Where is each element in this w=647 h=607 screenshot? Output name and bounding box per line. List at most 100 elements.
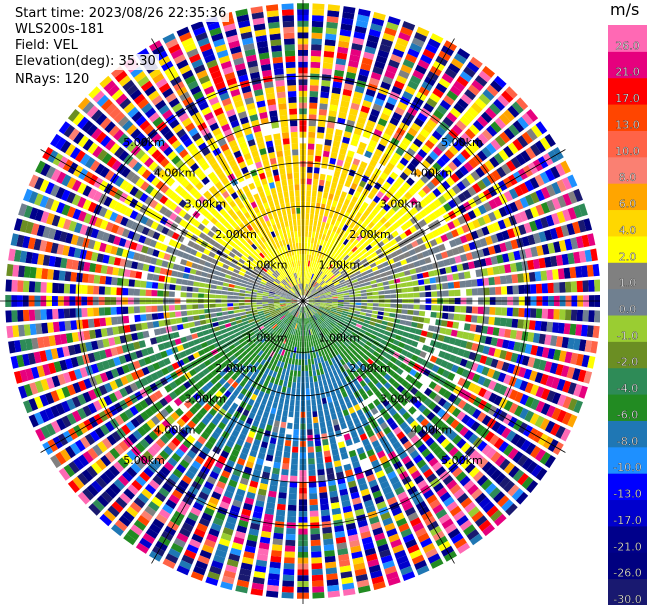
velocity-gate bbox=[350, 139, 359, 147]
velocity-gate bbox=[337, 153, 346, 161]
velocity-gate bbox=[308, 254, 312, 261]
velocity-gate bbox=[311, 44, 322, 51]
velocity-gate bbox=[320, 427, 327, 434]
velocity-gate bbox=[428, 212, 437, 221]
velocity-gate bbox=[452, 218, 461, 228]
velocity-gate bbox=[320, 91, 330, 99]
velocity-gate bbox=[277, 497, 287, 505]
velocity-gate bbox=[360, 222, 367, 230]
velocity-gate bbox=[319, 272, 325, 278]
velocity-gate bbox=[410, 206, 419, 215]
velocity-gate bbox=[559, 309, 566, 320]
velocity-gate bbox=[269, 437, 277, 445]
velocity-gate bbox=[524, 208, 534, 220]
velocity-gate bbox=[324, 45, 335, 52]
velocity-gate bbox=[304, 335, 306, 342]
velocity-gate bbox=[592, 263, 600, 277]
velocity-gate bbox=[492, 266, 500, 275]
velocity-gate bbox=[444, 67, 457, 79]
velocity-gate bbox=[328, 163, 335, 171]
velocity-gate bbox=[325, 292, 332, 296]
velocity-gate bbox=[368, 114, 378, 123]
velocity-gate bbox=[354, 290, 361, 294]
velocity-gate bbox=[398, 253, 406, 261]
velocity-gate bbox=[12, 264, 20, 277]
velocity-gate bbox=[354, 310, 361, 315]
velocity-gate bbox=[323, 144, 331, 152]
velocity-gate bbox=[329, 157, 337, 165]
velocity-gate bbox=[311, 399, 317, 406]
velocity-gate bbox=[58, 270, 66, 281]
velocity-gate bbox=[209, 308, 217, 313]
velocity-gate bbox=[312, 352, 317, 359]
velocity-gate bbox=[296, 382, 301, 389]
velocity-gate bbox=[210, 313, 217, 318]
velocity-gate bbox=[368, 139, 378, 148]
velocity-gate bbox=[317, 474, 326, 482]
velocity-gate bbox=[401, 137, 412, 147]
velocity-gate bbox=[507, 105, 520, 118]
velocity-gate bbox=[383, 212, 392, 221]
velocity-gate bbox=[309, 493, 318, 500]
velocity-gate bbox=[288, 493, 297, 500]
velocity-gate bbox=[361, 258, 368, 264]
velocity-gate bbox=[466, 221, 476, 231]
velocity-gate bbox=[392, 48, 405, 58]
velocity-gate bbox=[544, 133, 556, 147]
velocity-gate bbox=[312, 225, 317, 232]
velocity-gate bbox=[210, 284, 217, 289]
velocity-gate bbox=[460, 253, 468, 262]
velocity-gate bbox=[555, 163, 566, 177]
velocity-gate bbox=[286, 387, 291, 394]
velocity-gate bbox=[325, 222, 330, 230]
velocity-gate bbox=[497, 219, 507, 230]
velocity-gate bbox=[452, 196, 462, 206]
velocity-gate bbox=[325, 291, 331, 295]
velocity-gate bbox=[28, 309, 36, 321]
velocity-gate bbox=[399, 232, 408, 240]
velocity-gate bbox=[416, 178, 426, 188]
velocity-gate bbox=[436, 305, 443, 312]
velocity-gate bbox=[364, 169, 372, 178]
velocity-gate bbox=[325, 461, 333, 469]
velocity-gate bbox=[415, 266, 422, 274]
velocity-gate bbox=[472, 219, 481, 229]
velocity-gate bbox=[514, 185, 524, 197]
velocity-gate bbox=[292, 382, 297, 389]
velocity-gate bbox=[293, 429, 299, 436]
velocity-gate bbox=[363, 233, 371, 241]
velocity-gate bbox=[546, 269, 554, 281]
velocity-gate bbox=[528, 271, 536, 282]
velocity-gate bbox=[303, 271, 306, 278]
velocity-gate bbox=[345, 248, 351, 255]
velocity-gate bbox=[377, 118, 388, 127]
velocity-gate bbox=[477, 216, 486, 227]
velocity-gate bbox=[440, 137, 451, 148]
velocity-gate bbox=[320, 281, 326, 286]
velocity-gate bbox=[323, 275, 329, 281]
velocity-gate bbox=[337, 256, 343, 263]
velocity-gate bbox=[338, 196, 345, 204]
velocity-gate bbox=[342, 288, 349, 292]
velocity-gate bbox=[353, 190, 361, 199]
velocity-gate bbox=[209, 303, 216, 308]
velocity-gate bbox=[141, 322, 148, 330]
velocity-gate bbox=[135, 323, 143, 331]
velocity-gate bbox=[343, 263, 350, 269]
velocity-gate bbox=[528, 320, 536, 331]
velocity-gate bbox=[384, 102, 395, 111]
velocity-gate bbox=[239, 312, 247, 316]
velocity-gate bbox=[318, 271, 323, 277]
velocity-gate bbox=[374, 60, 386, 70]
velocity-gate bbox=[339, 209, 346, 217]
velocity-gate bbox=[271, 431, 278, 439]
velocity-gate bbox=[471, 279, 478, 287]
velocity-gate bbox=[322, 216, 328, 223]
velocity-gate bbox=[529, 177, 540, 189]
velocity-gate bbox=[436, 226, 445, 235]
velocity-gate bbox=[323, 50, 335, 58]
velocity-gate bbox=[306, 272, 309, 278]
velocity-gate bbox=[151, 313, 159, 320]
velocity-gate bbox=[546, 199, 556, 212]
velocity-gate bbox=[337, 302, 344, 304]
